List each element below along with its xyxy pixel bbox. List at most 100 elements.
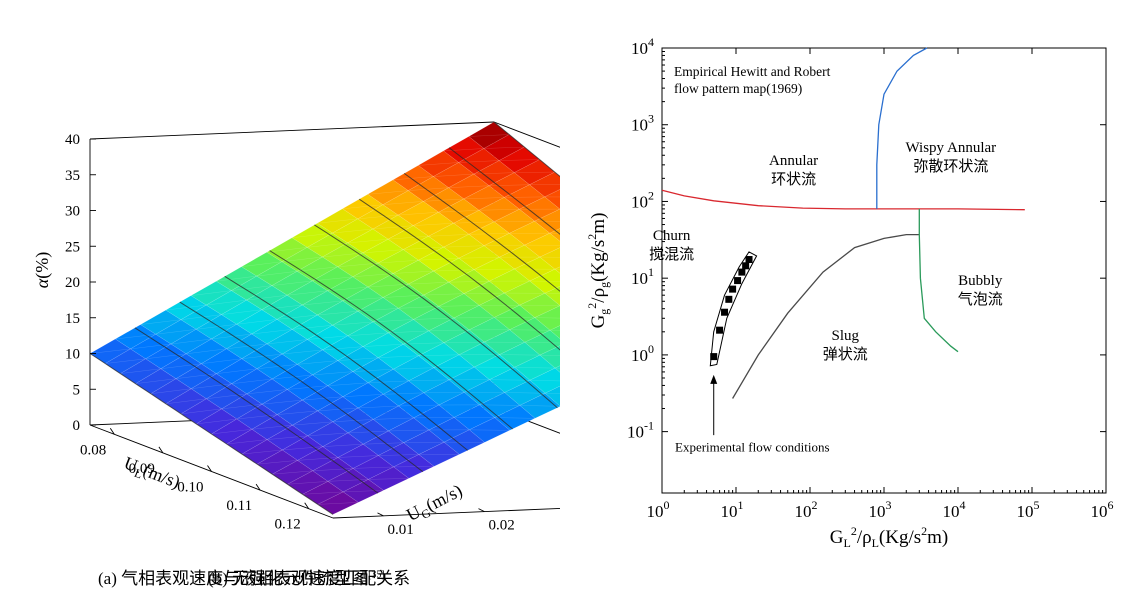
y-axis-label-unit-end: m) <box>588 213 609 234</box>
surface-mesh-line <box>236 414 278 420</box>
x-tick-exp: 6 <box>1108 498 1114 512</box>
x-tick-label: 0.12 <box>274 517 300 533</box>
region-bubbly-en: Bubbly <box>958 273 1003 289</box>
surface-mesh-line <box>408 187 449 191</box>
surface-mesh-line <box>89 348 131 354</box>
surface-mesh-line <box>357 214 399 220</box>
surface-mesh-line <box>347 332 389 337</box>
surface-mesh-line <box>327 479 369 482</box>
experimental-point <box>716 326 724 334</box>
x-axis-label-sub: L <box>843 536 850 550</box>
surface-mesh-line <box>201 358 242 364</box>
surface-contour-line <box>314 224 558 409</box>
surface-mesh-line <box>115 334 156 340</box>
region-wispy-annular-zh: 弥散环状流 <box>913 157 988 175</box>
surface-mesh-line <box>353 466 394 469</box>
x-axis-label-unit-end: m) <box>927 527 948 548</box>
surface-mesh-line <box>261 399 303 405</box>
x-tick-label: 0.09 <box>129 461 155 477</box>
surface-mesh-line <box>191 383 232 389</box>
x-axis-label-sub: L <box>132 466 144 482</box>
x-axis-label-power: 2 <box>851 524 857 538</box>
surface-mesh-line <box>276 314 318 320</box>
y-axis-label-unit: (m/s) <box>422 480 465 516</box>
surface-mesh-line <box>388 330 429 334</box>
y-tick-label: 0.01 <box>388 522 414 538</box>
surface-mesh-line <box>150 388 192 394</box>
experimental-point <box>738 268 746 276</box>
surface-mesh-line <box>221 403 263 410</box>
surface-mesh-line <box>105 358 146 364</box>
y-tick-mark <box>377 512 384 517</box>
surface-mesh-line <box>307 432 349 437</box>
y-tick-base: 10 <box>627 423 644 442</box>
surface-mesh-line <box>165 398 207 405</box>
surface-mesh-line <box>408 281 449 285</box>
surface-mesh-line <box>474 268 515 270</box>
surface-mesh-line <box>241 449 283 455</box>
surface-mesh-line <box>317 407 359 412</box>
surface-mesh-line <box>312 276 353 282</box>
surface-mesh-line <box>236 319 278 325</box>
surface-mesh-line <box>216 368 257 374</box>
map-title-line-2: flow pattern map(1969) <box>674 81 802 96</box>
surface-mesh-line <box>484 244 525 246</box>
y-axis-label-var: G <box>588 314 609 328</box>
region-churn-en: Churn <box>653 228 691 244</box>
x-tick-exp: 4 <box>960 498 966 512</box>
x-ticks: 0.08 0.09 0.10 0.11 0.12 <box>80 428 310 533</box>
surface-mesh-line <box>463 197 505 200</box>
surface-mesh-line <box>322 346 364 351</box>
x-tick-base: 10 <box>1017 502 1034 521</box>
surface-mesh-line <box>367 283 409 288</box>
surface-mesh-line <box>392 176 434 181</box>
boundary-line <box>876 47 928 209</box>
surface-mesh-line <box>514 171 555 173</box>
surface-mesh-line <box>519 304 561 306</box>
surface-mesh-line <box>272 470 313 475</box>
y-axis-label-power: 2 <box>585 303 599 309</box>
surface-mesh-line <box>362 343 404 347</box>
experimental-point <box>742 262 750 270</box>
surface-mesh-line <box>453 317 495 319</box>
x-tick-base: 10 <box>869 502 886 521</box>
panel-a-surface-plot: 0 5 10 15 20 25 30 35 40 α(%) 0.08 0.09 0.10 0.11 0.12… <box>0 0 738 612</box>
surface-mesh-line <box>241 353 283 359</box>
surface-mesh-line <box>226 343 267 350</box>
region-slug-en: Slug <box>832 328 860 344</box>
y-tick-exp: 1 <box>648 265 654 279</box>
z-tick-label: 40 <box>65 132 80 148</box>
surface-mesh-line <box>211 429 252 435</box>
region-annular-zh: 环状流 <box>771 171 816 188</box>
surface-mesh-line <box>489 379 530 381</box>
surface-mesh-line <box>342 297 384 302</box>
x-tick-label: 0.08 <box>80 442 106 458</box>
z-ticks: 0 5 10 15 20 25 30 35 40 <box>65 132 96 434</box>
surface-mesh-line <box>418 257 459 261</box>
surface-mesh-line <box>251 424 293 430</box>
surface-mesh-line <box>458 160 500 163</box>
surface-mesh-line <box>443 245 485 248</box>
boundary-line <box>918 208 959 353</box>
boundaries <box>661 47 1025 399</box>
flow-map-svg: 100 101 102 103 104 105 10610-1100101102103104… <box>585 35 1114 550</box>
surface-contour-line <box>179 301 424 473</box>
x-ticks: 100 101 102 103 104 105 106 <box>647 48 1114 521</box>
surface-mesh-line <box>332 321 374 326</box>
caption-b: (b) 无强化元件流型图[35] <box>208 564 385 589</box>
surface-mesh-line <box>337 357 379 361</box>
x-tick-label: 100 <box>647 498 670 521</box>
x-axis-label-unit: (m/s) <box>140 460 183 493</box>
surface-mesh-line <box>352 273 394 278</box>
surface-mesh-line <box>418 162 459 166</box>
y-axis-label-unit: (Kg/s <box>588 240 609 282</box>
y-tick-label: 104 <box>631 35 654 58</box>
surface-mesh-line <box>170 338 212 345</box>
y-axis-label-rho-sub: g <box>597 282 611 288</box>
surface-mesh-line <box>398 306 439 309</box>
surface-patch <box>494 405 536 431</box>
surface-mesh-line <box>186 348 227 355</box>
surface-mesh-line <box>297 457 338 461</box>
experimental-point <box>725 295 733 303</box>
